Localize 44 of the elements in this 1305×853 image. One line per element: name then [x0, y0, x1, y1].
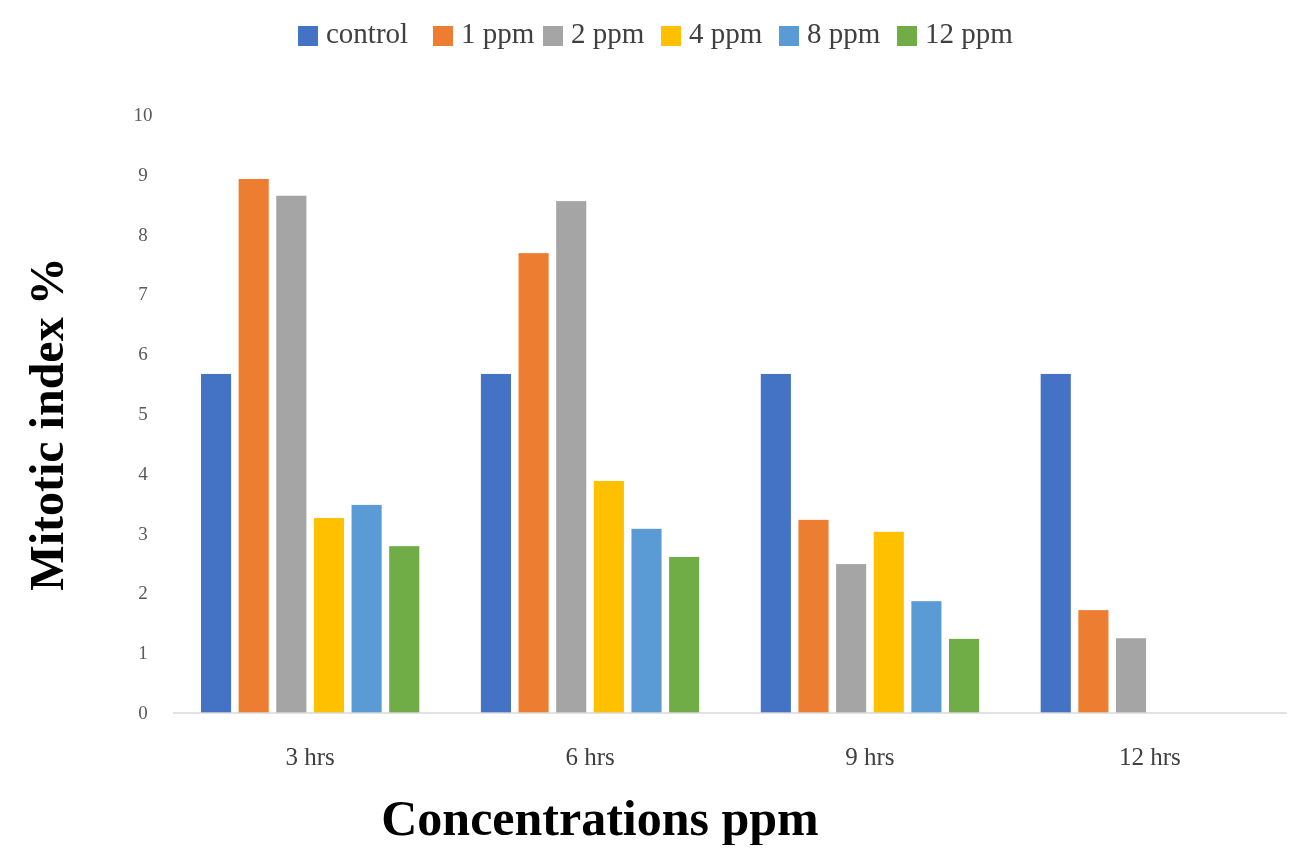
- bar: [1078, 610, 1109, 713]
- legend-label: 4 ppm: [689, 17, 763, 49]
- y-tick-label: 2: [138, 582, 148, 604]
- legend-label: 12 ppm: [925, 17, 1014, 49]
- bar: [760, 373, 791, 713]
- legend-label: 8 ppm: [807, 17, 881, 49]
- bar: [518, 253, 549, 713]
- x-tick-label: 12 hrs: [1118, 743, 1181, 770]
- x-axis-title: Concentrations ppm: [381, 790, 819, 846]
- legend-label: control: [326, 17, 409, 49]
- x-tick-label: 6 hrs: [565, 743, 615, 770]
- legend-label: 2 ppm: [571, 17, 645, 49]
- bar: [276, 195, 307, 713]
- bar: [836, 564, 867, 713]
- bar: [200, 373, 232, 713]
- y-tick-label: 9: [138, 163, 148, 185]
- y-axis-title: Mitotic index %: [20, 257, 73, 591]
- y-tick-label: 7: [138, 283, 148, 305]
- bar: [873, 531, 904, 713]
- bar: [631, 528, 662, 713]
- bar: [593, 480, 624, 713]
- bar: [313, 518, 345, 713]
- bar: [556, 201, 587, 713]
- x-tick-label: 3 hrs: [285, 743, 335, 770]
- bar: [1040, 373, 1071, 713]
- x-tick-label: 9 hrs: [845, 743, 895, 770]
- y-tick-label: 8: [138, 223, 148, 245]
- bar: [1115, 638, 1147, 713]
- y-tick-label: 0: [138, 702, 148, 723]
- y-tick-label: 3: [138, 522, 148, 544]
- y-tick-label: 10: [133, 104, 153, 125]
- bar: [911, 601, 942, 713]
- y-tick-label: 5: [138, 403, 148, 424]
- bar: [949, 638, 980, 713]
- y-tick-label: 1: [138, 642, 148, 664]
- bar: [480, 373, 511, 713]
- bar: [669, 556, 700, 713]
- bar: [351, 504, 382, 713]
- y-tick-label: 4: [138, 462, 149, 484]
- bar: [389, 546, 420, 713]
- y-tick-label: 6: [138, 343, 148, 365]
- bar: [238, 178, 269, 713]
- legend-label: 1 ppm: [461, 17, 535, 49]
- bar: [798, 519, 829, 713]
